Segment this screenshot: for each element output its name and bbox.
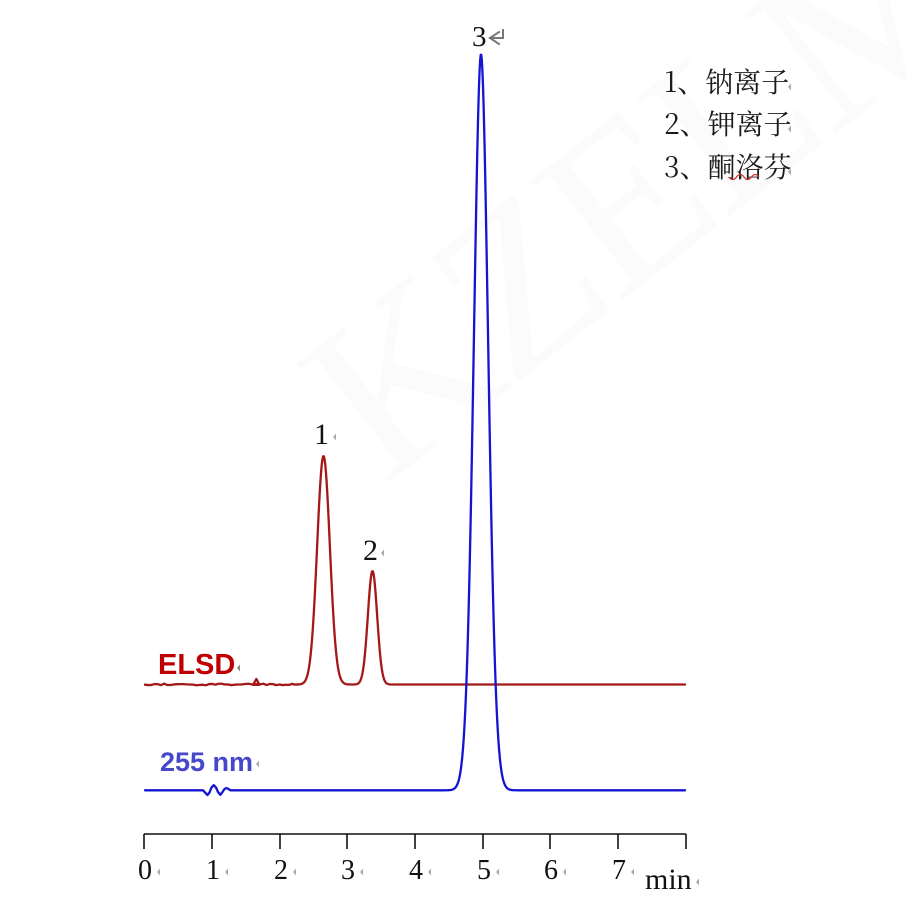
svg-text:3: 3 — [472, 21, 487, 53]
svg-text:2: 2 — [274, 855, 288, 886]
svg-text:2、钾离子: 2、钾离子 — [664, 103, 792, 143]
svg-text:3: 3 — [341, 855, 355, 886]
svg-text:2: 2 — [363, 534, 378, 567]
svg-text:0: 0 — [138, 855, 152, 886]
svg-text:1、钠离子: 1、钠离子 — [664, 61, 789, 101]
svg-text:1: 1 — [206, 855, 220, 886]
svg-text:min: min — [645, 863, 692, 896]
svg-text:3、酮洛芬: 3、酮洛芬 — [664, 146, 792, 186]
svg-text:255 nm: 255 nm — [160, 747, 253, 777]
svg-text:7: 7 — [612, 855, 626, 886]
svg-text:5: 5 — [477, 855, 491, 886]
svg-text:6: 6 — [544, 855, 558, 886]
svg-text:ELSD: ELSD — [158, 649, 235, 681]
svg-text:1: 1 — [314, 418, 329, 451]
svg-text:4: 4 — [409, 855, 423, 886]
